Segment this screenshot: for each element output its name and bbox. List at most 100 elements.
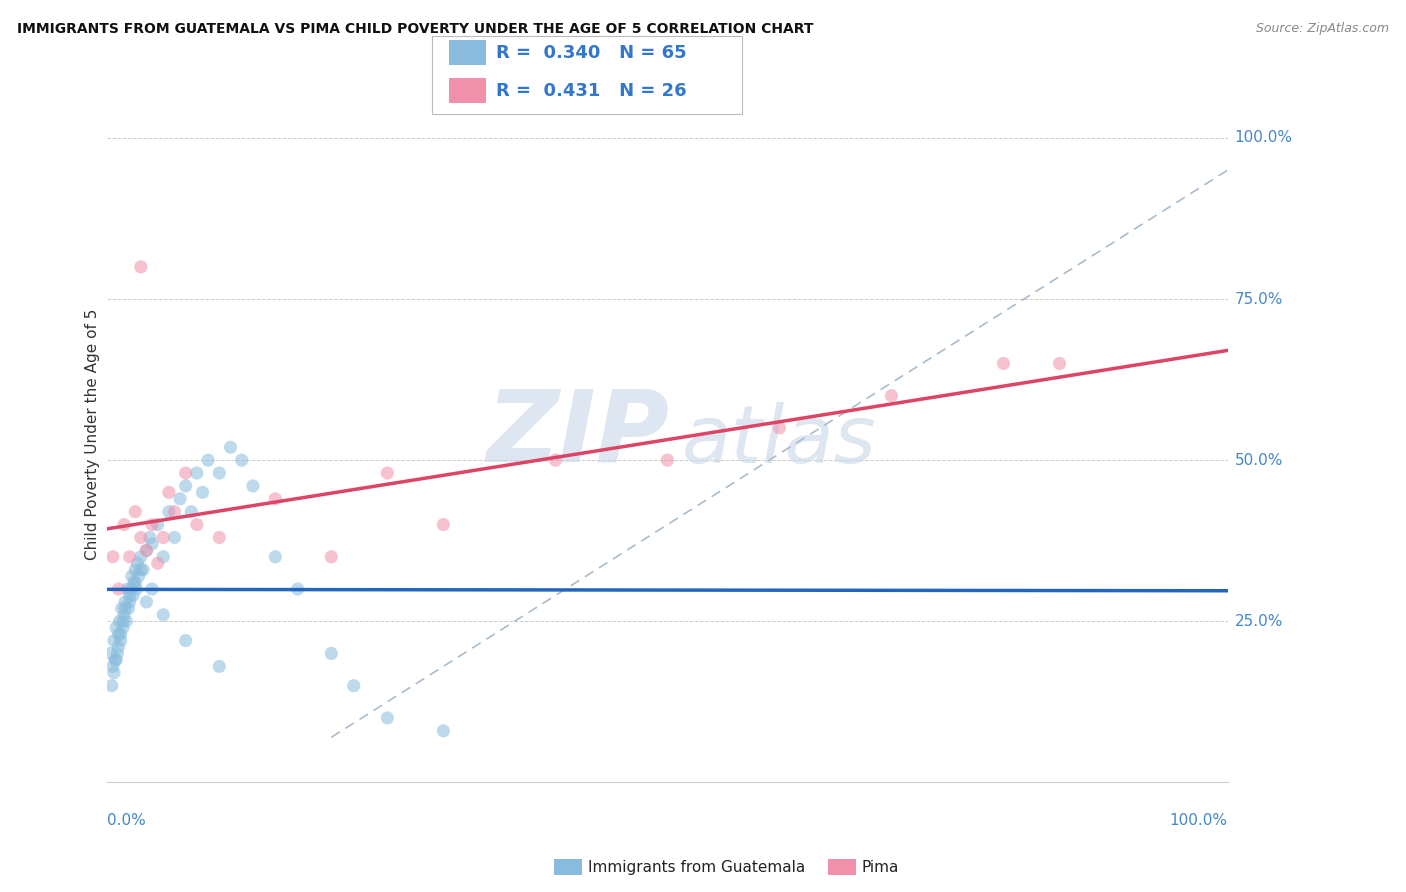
Point — [264, 549, 287, 564]
Point — [375, 711, 398, 725]
Text: 100.0%: 100.0% — [1170, 813, 1227, 828]
Point — [174, 466, 197, 480]
Point — [108, 614, 131, 628]
Point — [208, 466, 231, 480]
Point — [139, 531, 162, 545]
Point — [287, 582, 309, 596]
Point — [880, 389, 903, 403]
Point — [208, 659, 231, 673]
Point — [768, 421, 790, 435]
Point — [115, 614, 138, 628]
Text: 75.0%: 75.0% — [1234, 292, 1282, 307]
Text: ZIP: ZIP — [486, 386, 669, 483]
Point — [100, 647, 122, 661]
Y-axis label: Child Poverty Under the Age of 5: Child Poverty Under the Age of 5 — [86, 309, 100, 560]
Point — [152, 531, 174, 545]
Point — [432, 723, 454, 738]
Point — [122, 575, 145, 590]
Point — [141, 582, 163, 596]
Point — [197, 453, 219, 467]
Text: 0.0%: 0.0% — [107, 813, 146, 828]
Point — [1049, 356, 1071, 370]
Point — [152, 549, 174, 564]
Point — [107, 640, 129, 654]
Point — [124, 563, 146, 577]
Point — [163, 505, 186, 519]
Point — [111, 621, 134, 635]
Point — [124, 505, 146, 519]
Point — [124, 575, 146, 590]
Point — [101, 659, 124, 673]
Point — [103, 633, 125, 648]
Point — [343, 679, 366, 693]
Point — [141, 537, 163, 551]
Point — [101, 549, 124, 564]
Point — [105, 647, 128, 661]
Point — [107, 627, 129, 641]
Point — [105, 653, 128, 667]
Point — [375, 466, 398, 480]
Text: R =  0.431   N = 26: R = 0.431 N = 26 — [496, 82, 688, 100]
Point — [146, 556, 169, 570]
Point — [186, 466, 208, 480]
Point — [174, 479, 197, 493]
Point — [544, 453, 567, 467]
Point — [157, 505, 180, 519]
Point — [208, 531, 231, 545]
Point — [122, 589, 145, 603]
Point — [114, 595, 136, 609]
Point — [105, 621, 128, 635]
Point — [127, 556, 149, 570]
Text: R =  0.340   N = 65: R = 0.340 N = 65 — [496, 44, 688, 62]
Point — [146, 517, 169, 532]
Text: Immigrants from Guatemala: Immigrants from Guatemala — [588, 860, 806, 874]
Text: atlas: atlas — [682, 402, 877, 480]
Point — [219, 440, 242, 454]
Point — [129, 563, 152, 577]
Point — [186, 517, 208, 532]
Point — [135, 543, 157, 558]
Point — [118, 549, 141, 564]
Point — [231, 453, 253, 467]
Point — [163, 531, 186, 545]
Point — [129, 260, 152, 274]
Text: IMMIGRANTS FROM GUATEMALA VS PIMA CHILD POVERTY UNDER THE AGE OF 5 CORRELATION C: IMMIGRANTS FROM GUATEMALA VS PIMA CHILD … — [17, 22, 814, 37]
Point — [129, 549, 152, 564]
Point — [321, 647, 343, 661]
Point — [114, 601, 136, 615]
Point — [135, 595, 157, 609]
Point — [264, 491, 287, 506]
Point — [103, 665, 125, 680]
Point — [657, 453, 679, 467]
Point — [112, 517, 135, 532]
Point — [118, 589, 141, 603]
Point — [110, 627, 132, 641]
Point — [104, 653, 127, 667]
Point — [157, 485, 180, 500]
Text: 100.0%: 100.0% — [1234, 130, 1292, 145]
Point — [128, 569, 150, 583]
Point — [129, 531, 152, 545]
Point — [111, 601, 134, 615]
Point — [152, 607, 174, 622]
Point — [321, 549, 343, 564]
Point — [174, 633, 197, 648]
Point — [135, 543, 157, 558]
Text: 50.0%: 50.0% — [1234, 452, 1282, 467]
Point — [169, 491, 191, 506]
Point — [112, 607, 135, 622]
Point — [120, 582, 142, 596]
Point — [100, 679, 122, 693]
Point — [118, 595, 141, 609]
Point — [107, 582, 129, 596]
Point — [180, 505, 202, 519]
Point — [117, 582, 139, 596]
Point — [111, 614, 134, 628]
Point — [125, 582, 148, 596]
Text: Source: ZipAtlas.com: Source: ZipAtlas.com — [1256, 22, 1389, 36]
Point — [191, 485, 214, 500]
Point — [242, 479, 264, 493]
Point — [432, 517, 454, 532]
Point — [132, 563, 155, 577]
Point — [117, 601, 139, 615]
